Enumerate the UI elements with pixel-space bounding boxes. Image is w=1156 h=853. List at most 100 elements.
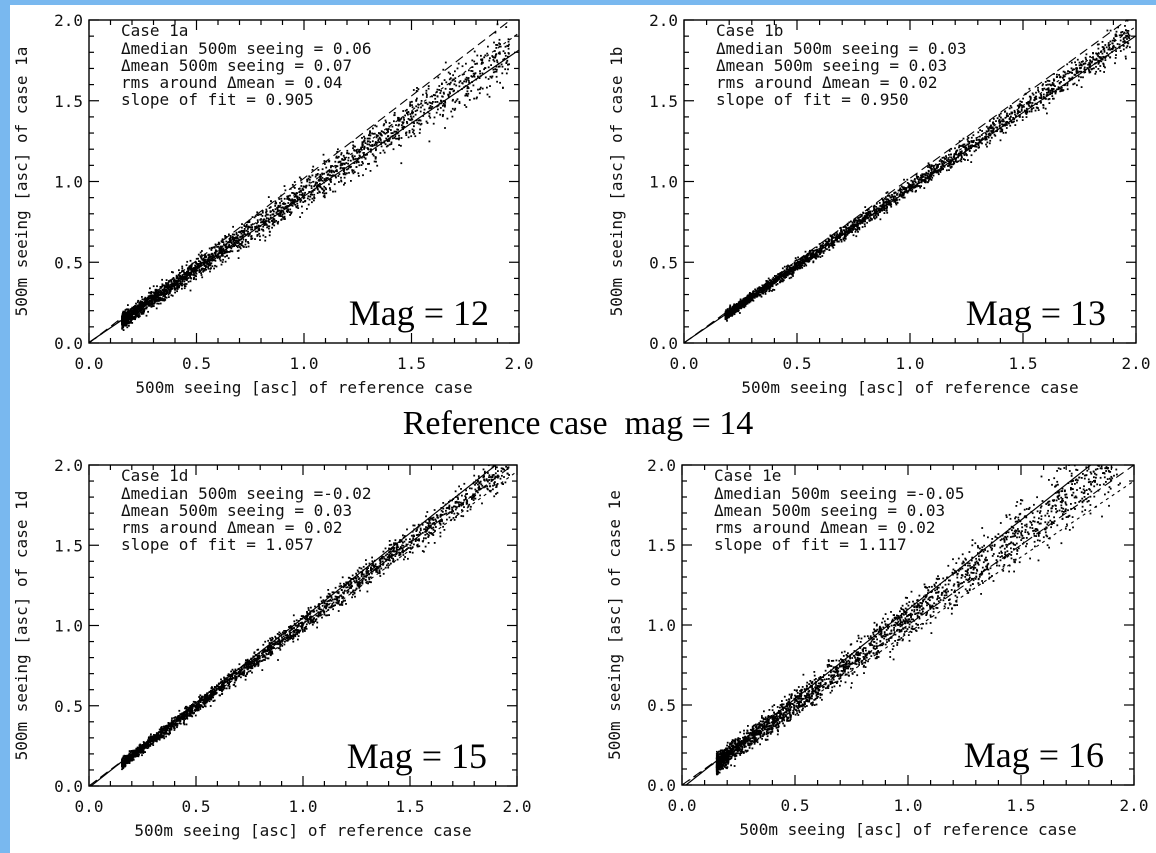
data-point (815, 252, 818, 255)
data-point (938, 169, 941, 172)
data-point (894, 195, 897, 198)
data-point (192, 274, 195, 276)
data-point (823, 249, 826, 252)
data-point (352, 172, 355, 175)
data-point (398, 144, 400, 146)
data-point (154, 294, 157, 296)
data-point (291, 204, 294, 207)
data-point (1051, 90, 1054, 93)
data-point (152, 285, 155, 288)
data-point (439, 92, 442, 94)
data-point (183, 280, 186, 283)
data-point (494, 56, 496, 59)
data-point (272, 213, 275, 216)
data-point (1126, 38, 1128, 40)
data-point (150, 292, 152, 295)
data-point (927, 162, 930, 165)
data-point (903, 188, 906, 191)
data-point (323, 196, 326, 199)
data-point (172, 280, 175, 282)
data-point (127, 319, 130, 322)
data-point (378, 132, 380, 134)
data-point (747, 296, 750, 298)
data-point (409, 101, 412, 104)
data-point (341, 158, 344, 161)
data-point (275, 220, 277, 222)
data-point (1118, 47, 1121, 49)
data-point (935, 167, 938, 169)
data-point (390, 132, 393, 135)
data-point (415, 90, 418, 92)
data-point (856, 229, 859, 231)
data-point (1006, 121, 1008, 123)
data-point (494, 31, 497, 34)
data-point (464, 78, 467, 81)
data-point (124, 320, 127, 323)
data-point (321, 176, 324, 179)
data-point (190, 265, 192, 267)
data-point (214, 254, 217, 257)
data-point (950, 156, 952, 159)
data-point (931, 171, 934, 174)
data-point (973, 150, 976, 153)
data-point (768, 281, 771, 284)
data-point (473, 97, 475, 100)
data-point (153, 299, 156, 302)
data-point (1020, 104, 1023, 107)
x-tick-label: 2.0 (505, 354, 534, 373)
data-point (791, 271, 793, 274)
data-point (325, 171, 328, 174)
data-point (440, 89, 442, 92)
data-point (170, 280, 173, 283)
data-point (429, 105, 432, 107)
data-point (809, 251, 811, 253)
data-point (387, 130, 389, 132)
data-point (198, 260, 200, 262)
data-point (866, 215, 869, 217)
data-point (1002, 132, 1005, 134)
data-point (337, 175, 340, 177)
data-point (376, 164, 379, 167)
data-point (1082, 60, 1084, 63)
data-point (320, 178, 323, 181)
data-point (1100, 50, 1103, 53)
data-point (499, 81, 501, 84)
data-point (922, 175, 925, 178)
data-point (413, 122, 415, 125)
data-point (992, 128, 995, 130)
data-point (481, 87, 484, 90)
data-point (778, 273, 781, 276)
data-point (1093, 67, 1095, 70)
data-point (1072, 68, 1075, 71)
data-point (132, 310, 134, 312)
data-point (1006, 114, 1008, 117)
data-point (302, 185, 305, 188)
data-point (348, 166, 350, 168)
data-point (266, 226, 268, 229)
data-point (214, 257, 216, 260)
data-point (472, 84, 475, 87)
data-point (1053, 73, 1055, 75)
data-point (1023, 109, 1026, 112)
data-point (271, 223, 274, 226)
data-point (1046, 93, 1049, 96)
data-point (929, 172, 932, 174)
data-point (248, 221, 251, 223)
data-point (278, 214, 280, 217)
data-point (1039, 101, 1042, 104)
data-point (243, 225, 246, 227)
data-point (228, 243, 231, 246)
data-point (829, 234, 832, 237)
data-point (283, 212, 286, 215)
data-point (419, 119, 422, 122)
data-point (749, 299, 752, 302)
data-point (345, 162, 348, 164)
data-point (1046, 112, 1048, 115)
data-point (1107, 42, 1110, 44)
data-point (402, 117, 405, 119)
data-point (205, 265, 208, 268)
data-point (434, 97, 437, 100)
data-point (186, 279, 188, 281)
data-point (984, 138, 987, 141)
data-point (755, 291, 758, 294)
